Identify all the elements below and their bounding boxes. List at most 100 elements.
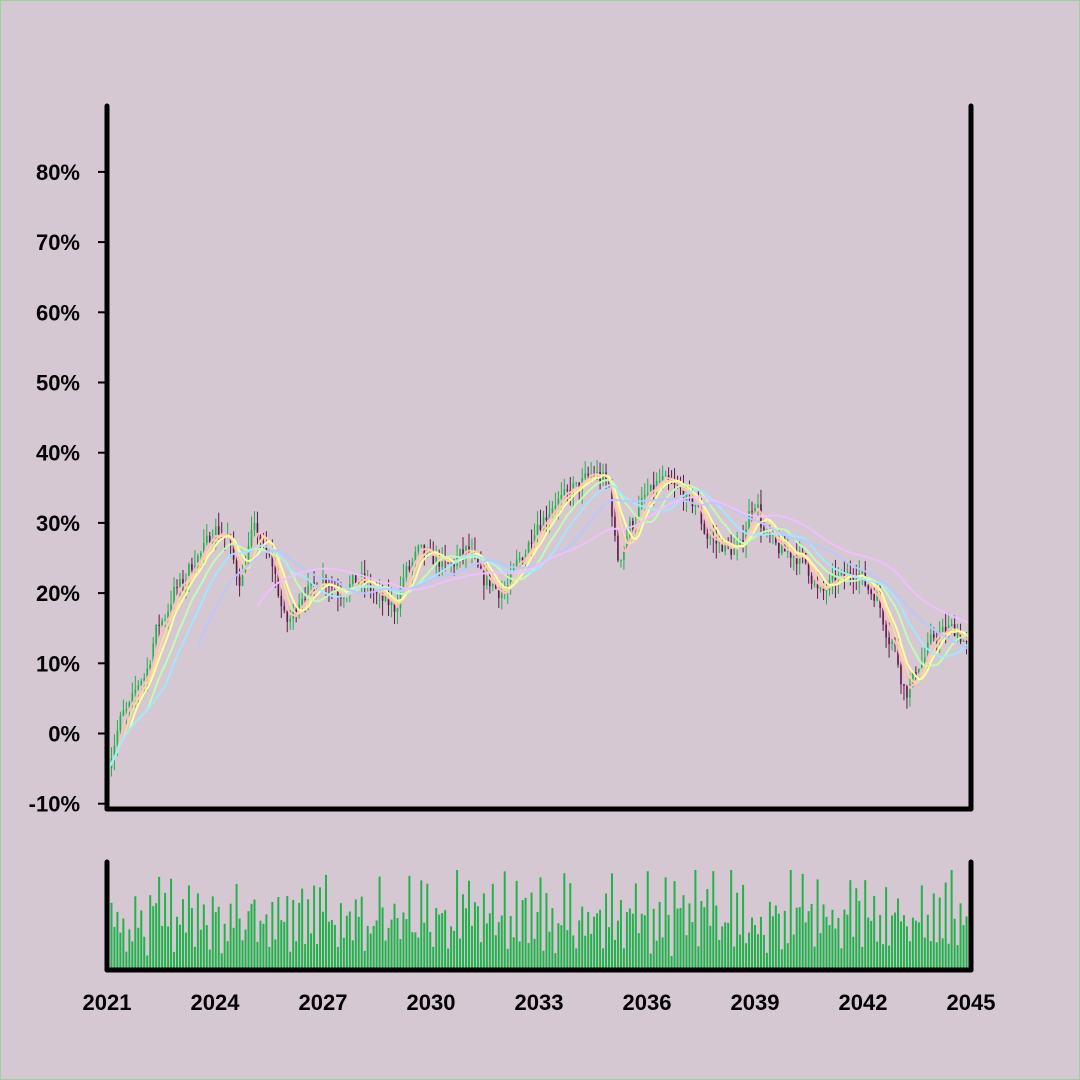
volume-bar (700, 900, 703, 970)
volume-bar (625, 911, 628, 970)
candle-body (778, 542, 780, 554)
candle-body (912, 671, 914, 684)
volume-bar (527, 943, 530, 970)
candle-body (515, 559, 518, 567)
volume-bar (911, 917, 914, 970)
volume-bar (146, 955, 149, 970)
volume-bar (134, 896, 137, 970)
volume-bar (756, 934, 759, 970)
volume-bar (801, 873, 804, 970)
volume-bar (596, 913, 599, 970)
volume-bar (438, 914, 441, 970)
candles (107, 460, 971, 777)
volume-bar (408, 875, 411, 970)
candle-body (721, 541, 724, 552)
volume-bar (497, 922, 500, 970)
volume-bar (378, 876, 381, 970)
candle-body (497, 588, 500, 599)
candle-body (271, 554, 274, 567)
volume-bar (268, 946, 271, 970)
volume-bar (724, 922, 727, 970)
volume-bar (241, 940, 244, 970)
candle-body (450, 562, 452, 564)
volume-bar (935, 942, 938, 970)
candle-body (459, 549, 461, 558)
volume-bar (634, 883, 637, 970)
volume-bar (759, 916, 762, 970)
volume-bar (271, 901, 274, 970)
candle-body (363, 573, 366, 583)
volume-bar (897, 898, 900, 970)
candle-body (125, 709, 128, 711)
volume-bar (646, 871, 649, 970)
volume-bar (572, 935, 575, 970)
volume-bar (804, 922, 807, 970)
volume-bar (149, 895, 152, 970)
candle-body (322, 577, 324, 587)
volume-bar (476, 906, 479, 970)
candle-body (393, 601, 396, 612)
volume-bar (298, 902, 301, 970)
x-tick-label: 2021 (83, 990, 132, 1015)
volume-bar (810, 903, 813, 970)
volume-bar (703, 907, 706, 970)
candle-body (176, 587, 178, 589)
volume-bar (721, 926, 724, 970)
candle-body (214, 526, 217, 539)
x-tick-label: 2042 (839, 990, 888, 1015)
volume-bar (843, 909, 846, 970)
volume-bar (214, 912, 217, 970)
volume-bar (822, 904, 825, 970)
volume-bar (459, 938, 462, 970)
candle-body (259, 536, 262, 542)
candle-body (241, 572, 244, 586)
volume-bar (110, 902, 113, 970)
volume-bar (465, 908, 468, 970)
candle-body (545, 517, 548, 521)
candle-body (325, 577, 327, 586)
moving-average-line (107, 484, 971, 769)
candle-body (131, 693, 134, 703)
candle-body (492, 583, 494, 587)
candle-body (840, 572, 843, 576)
volume-bar (381, 907, 384, 970)
candle-body (304, 599, 306, 601)
candle-body (554, 506, 557, 509)
candle-body (950, 624, 953, 626)
candle-body (563, 489, 566, 495)
candle-body (191, 564, 193, 570)
candle-body (915, 671, 917, 676)
volume-bar (864, 880, 867, 970)
volume-bar (905, 926, 908, 970)
candle-body (113, 745, 116, 759)
volume-bar (488, 913, 491, 970)
volume-bar (456, 870, 459, 970)
volume-bar (798, 907, 801, 970)
volume-bar (405, 919, 408, 970)
candle-body (575, 482, 578, 484)
volume-bar (262, 923, 265, 970)
volume-bar (324, 874, 327, 970)
candle-body (116, 730, 119, 746)
candle-body (205, 535, 208, 544)
candle-body (500, 593, 503, 599)
candle-body (232, 541, 235, 560)
candle-body (941, 627, 944, 632)
volume-bar (176, 916, 179, 970)
volume-bar (316, 944, 319, 970)
candle-body (137, 685, 140, 690)
candle-body (360, 573, 363, 581)
volume-bar (360, 896, 363, 970)
candle-body (852, 576, 855, 580)
candle-body (906, 685, 908, 698)
candle-body (718, 541, 721, 544)
candle-body (283, 606, 286, 611)
candle-body (331, 586, 333, 588)
volume-bar (530, 892, 533, 970)
candle-body (748, 511, 750, 530)
volume-bar (694, 870, 697, 970)
y-tick-labels: -10% 0% 10% 20% 30% 40% 50% 60% 70% 80% (29, 160, 80, 817)
candle-body (876, 592, 878, 601)
volume-bar (622, 948, 625, 970)
candle-body (780, 542, 783, 554)
